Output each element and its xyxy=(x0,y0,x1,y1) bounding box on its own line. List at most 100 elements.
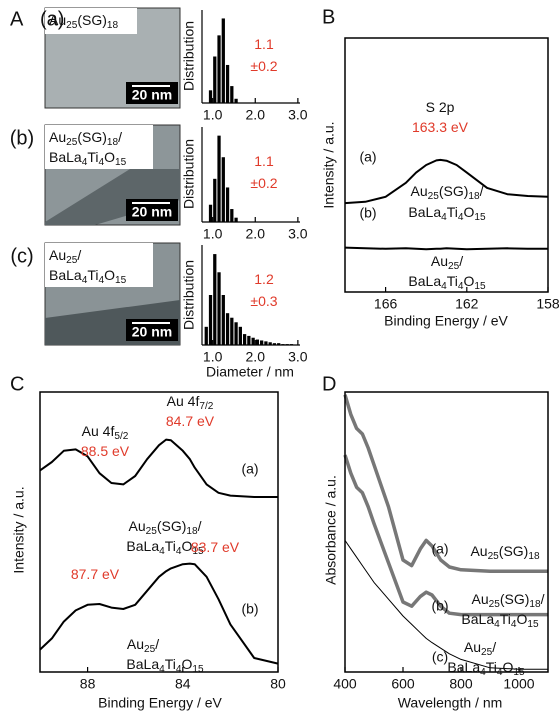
annotation: 88.5 eV xyxy=(81,443,130,459)
histogram-bar xyxy=(234,322,238,345)
x-axis-label: Binding Energy / eV xyxy=(384,313,508,329)
y-axis-label: Intensity / a.u. xyxy=(11,486,27,573)
histogram-bar xyxy=(225,187,230,222)
plot-frame xyxy=(344,37,549,293)
x-tick-label: 84 xyxy=(175,676,191,692)
annotation: Au25(SG)18/ xyxy=(410,183,483,202)
series-label: (b) xyxy=(241,601,258,617)
annotation: BaLa4Ti4O15 xyxy=(126,538,204,557)
line-series xyxy=(39,562,279,665)
y-axis-label: Distribution xyxy=(181,21,197,91)
panel-label: B xyxy=(322,6,335,28)
annotation: 87.7 eV xyxy=(71,566,120,582)
image-caption: BaLa4Ti4O15 xyxy=(49,149,127,168)
x-tick-label: 3.0 xyxy=(288,226,308,242)
caption-box xyxy=(45,243,153,287)
panel-label: C xyxy=(10,373,24,395)
histogram-bar xyxy=(255,339,260,345)
annotation: ±0.2 xyxy=(250,58,277,74)
annotation: ±0.2 xyxy=(250,175,277,191)
x-tick-label: 2.0 xyxy=(246,226,266,242)
histogram-bar xyxy=(247,335,251,345)
annotation: Au25(SG)18 xyxy=(470,543,540,562)
series-label: (b) xyxy=(359,205,376,221)
annotation: Au 4f5/2 xyxy=(82,423,129,442)
line-series xyxy=(343,454,548,617)
scale-bar-label: 20 nm xyxy=(132,324,172,340)
series-label: (b) xyxy=(431,598,448,614)
panel-label: A xyxy=(10,8,24,30)
x-tick-label: 1.0 xyxy=(203,226,223,242)
x-tick-label: 1000 xyxy=(503,676,534,692)
x-tick-label: 3.0 xyxy=(288,349,308,365)
histogram-bar xyxy=(230,209,234,222)
line-series xyxy=(343,394,548,573)
annotation: BaLa4Ti4O15 xyxy=(126,656,204,675)
y-axis-label: Distribution xyxy=(181,139,197,209)
histogram-bar xyxy=(234,217,238,222)
x-tick-label: 2.0 xyxy=(246,349,266,365)
annotation: BaLa4Ti4O15 xyxy=(408,273,486,292)
histogram-bar xyxy=(272,343,277,345)
histogram-bar xyxy=(208,295,213,345)
line-series xyxy=(39,438,278,498)
histogram-bar xyxy=(208,90,213,103)
annotation: Au25/ xyxy=(431,253,463,272)
histogram-bar xyxy=(230,317,234,345)
x-axis-label: Binding Energy / eV xyxy=(98,695,222,711)
caption-box xyxy=(45,125,153,169)
x-tick-label: 600 xyxy=(391,676,415,692)
plot-frame xyxy=(344,391,549,673)
annotation: Au25(SG)18/ xyxy=(128,518,201,537)
line-series xyxy=(344,246,548,251)
x-tick-label: 400 xyxy=(333,676,357,692)
panel-label: D xyxy=(322,373,336,395)
histogram-bar xyxy=(225,64,230,103)
histogram-bar xyxy=(221,295,225,345)
histogram-bar xyxy=(213,178,217,222)
x-tick-label: 166 xyxy=(374,296,398,312)
series-label: (a) xyxy=(431,541,448,557)
y-axis-label: Distribution xyxy=(181,260,197,330)
annotation: BaLa4Ti4O15 xyxy=(447,659,525,678)
histogram-bar xyxy=(277,343,281,345)
annotation: Au25(SG)18/ xyxy=(471,591,544,610)
annotation: BaLa4Ti4O15 xyxy=(408,204,486,223)
annotation: 1.1 xyxy=(254,36,274,52)
annotation: Au25/ xyxy=(464,639,496,658)
caption-box xyxy=(45,8,137,34)
annotation: 84.7 eV xyxy=(166,413,215,429)
histogram-bar xyxy=(260,340,264,345)
histogram-bar xyxy=(221,157,225,222)
image-label: (c) xyxy=(10,245,33,267)
annotation: 1.1 xyxy=(254,153,274,169)
series-label: (a) xyxy=(241,461,258,477)
plot-frame xyxy=(39,391,279,673)
x-axis-label: Wavelength / nm xyxy=(398,695,503,711)
annotation: Au25/ xyxy=(127,636,159,655)
histogram-bar xyxy=(204,326,208,345)
image-label: (b) xyxy=(10,127,34,149)
x-tick-label: 3.0 xyxy=(288,107,308,123)
histogram-bar xyxy=(251,337,255,345)
image-caption: Au25/ xyxy=(49,247,81,266)
histogram-bar xyxy=(217,272,221,345)
y-axis-label: Absorbance / a.u. xyxy=(323,475,339,585)
x-tick-label: 2.0 xyxy=(246,107,266,123)
x-tick-label: 88 xyxy=(80,676,96,692)
histogram-bar xyxy=(268,342,272,345)
histogram-bar xyxy=(242,334,247,345)
x-tick-label: 800 xyxy=(449,676,473,692)
histogram-bar xyxy=(230,86,234,103)
x-tick-label: 158 xyxy=(536,296,559,312)
scale-bar-label: 20 nm xyxy=(132,204,172,220)
image-caption: BaLa4Ti4O15 xyxy=(49,267,127,286)
scale-bar-box xyxy=(126,319,178,341)
annotation: S 2p xyxy=(426,99,455,115)
line-series xyxy=(344,158,549,205)
annotation: BaLa4Ti4O15 xyxy=(461,611,539,630)
histogram-bar xyxy=(221,18,225,104)
support-edge xyxy=(45,169,180,225)
annotation: Au 4f7/2 xyxy=(167,393,214,412)
annotation: 163.3 eV xyxy=(412,119,469,135)
